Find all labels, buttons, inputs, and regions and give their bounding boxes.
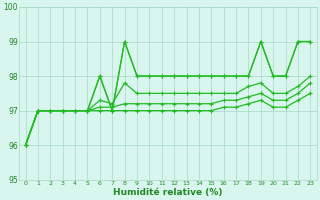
X-axis label: Humidité relative (%): Humidité relative (%): [113, 188, 223, 197]
